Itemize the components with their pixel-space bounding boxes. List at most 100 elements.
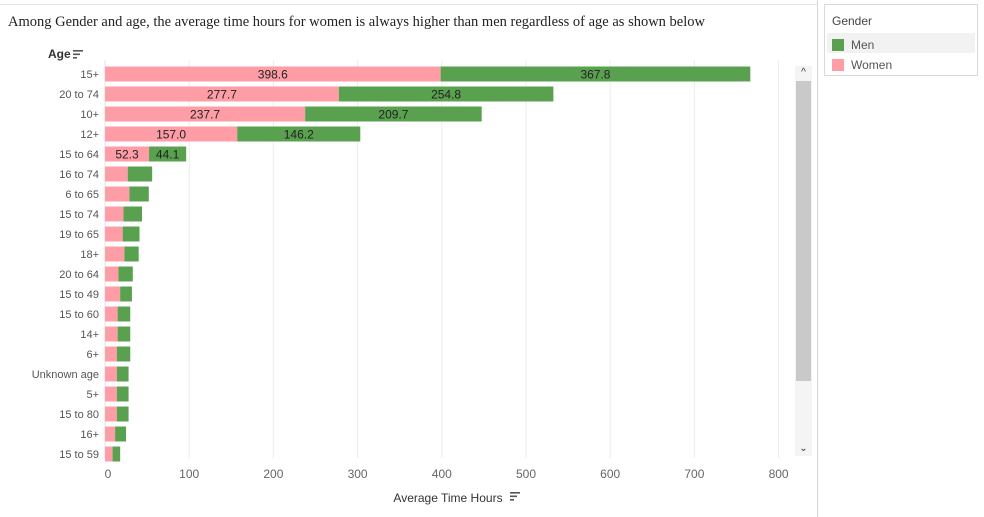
bar-men[interactable] — [129, 186, 149, 202]
y-category-label[interactable]: 6+ — [86, 349, 99, 361]
legend: Gender Men Women — [824, 4, 978, 76]
bar-women[interactable] — [105, 186, 130, 202]
bar-men[interactable] — [116, 406, 129, 422]
bar-women[interactable] — [105, 86, 339, 102]
chart-title: Among Gender and age, the average time h… — [8, 14, 705, 30]
legend-swatch-women — [832, 59, 844, 71]
y-category-label[interactable]: 15 to 74 — [59, 209, 99, 221]
bar-men[interactable] — [127, 166, 153, 182]
bar-women[interactable] — [105, 126, 238, 142]
bar-women[interactable] — [105, 366, 117, 382]
data-label-women: 277.7 — [207, 88, 237, 102]
y-category-label[interactable]: 6 to 65 — [65, 189, 99, 201]
data-label-women: 398.6 — [258, 68, 288, 82]
bar-men[interactable] — [123, 206, 143, 222]
y-category-label[interactable]: 20 to 74 — [59, 89, 99, 101]
x-tick-label: 800 — [769, 467, 789, 481]
bar-women[interactable] — [105, 306, 118, 322]
bar-women[interactable] — [105, 206, 124, 222]
bar-men[interactable] — [117, 306, 131, 322]
y-category-label[interactable]: 19 to 65 — [59, 229, 99, 241]
bar-men[interactable] — [440, 66, 751, 82]
data-label-women: 237.7 — [190, 108, 220, 122]
scroll-down-icon[interactable]: ⌄ — [799, 443, 808, 454]
y-category-label[interactable]: 15 to 49 — [59, 289, 99, 301]
bar-men[interactable] — [116, 346, 131, 362]
x-tick-label: 400 — [432, 467, 452, 481]
bar-women[interactable] — [105, 146, 150, 162]
legend-item-men[interactable]: Men — [832, 37, 874, 53]
bar-men[interactable] — [122, 226, 140, 242]
y-category-label[interactable]: Unknown age — [32, 369, 99, 381]
y-category-label[interactable]: 18+ — [80, 249, 99, 261]
bar-women[interactable] — [105, 66, 441, 82]
y-axis-header[interactable]: Age — [48, 47, 71, 61]
x-tick-label: 100 — [179, 467, 199, 481]
bar-women[interactable] — [105, 346, 117, 362]
bar-women[interactable] — [105, 406, 117, 422]
bar-women[interactable] — [105, 246, 125, 262]
data-label-men: 367.8 — [580, 68, 610, 82]
bar-women[interactable] — [105, 326, 118, 342]
legend-swatch-men — [832, 39, 844, 51]
x-tick-label: 0 — [105, 467, 112, 481]
legend-title: Gender — [832, 14, 873, 28]
x-tick-label: 200 — [263, 467, 283, 481]
bar-women[interactable] — [105, 106, 306, 122]
bar-women[interactable] — [105, 166, 128, 182]
bar-men[interactable] — [116, 366, 129, 382]
data-label-women: 52.3 — [115, 148, 139, 162]
bar-women[interactable] — [105, 266, 119, 282]
legend-hover-highlight — [827, 33, 975, 53]
data-label-men: 254.8 — [431, 88, 461, 102]
grid-lines — [104, 60, 780, 458]
panel-divider — [817, 0, 818, 517]
x-axis-title[interactable]: Average Time Hours — [393, 491, 502, 505]
bars: 398.6 367.8 277.7 254.8 237.7 209.7 157.0 146.2… — [105, 66, 751, 462]
legend-item-women[interactable]: Women — [832, 57, 892, 73]
x-tick-label: 300 — [348, 467, 368, 481]
top-border — [0, 4, 817, 5]
y-category-label[interactable]: 15 to 59 — [59, 449, 99, 461]
scrollbar-thumb[interactable] — [796, 81, 811, 381]
bar-women[interactable] — [105, 426, 116, 442]
bar-men[interactable] — [237, 126, 361, 142]
y-category-label[interactable]: 16+ — [80, 429, 99, 441]
x-tick-label: 700 — [684, 467, 704, 481]
y-category-label[interactable]: 15 to 64 — [59, 149, 99, 161]
y-category-label[interactable]: 15 to 80 — [59, 409, 99, 421]
bar-men[interactable] — [116, 386, 129, 402]
bar-men[interactable] — [149, 146, 187, 162]
scroll-up-icon[interactable]: ^ — [801, 67, 806, 78]
y-category-label[interactable]: 12+ — [80, 129, 99, 141]
bar-men[interactable] — [305, 106, 482, 122]
bar-women[interactable] — [105, 446, 113, 462]
bar-women[interactable] — [105, 226, 123, 242]
y-header-sort-icon[interactable] — [73, 50, 83, 59]
data-label-women: 157.0 — [156, 128, 186, 142]
bar-men[interactable] — [117, 326, 131, 342]
x-title-sort-icon[interactable] — [510, 492, 520, 501]
y-category-label[interactable]: 15+ — [80, 69, 99, 81]
data-label-men: 209.7 — [378, 108, 408, 122]
bar-chart: 398.6 367.8 277.7 254.8 237.7 209.7 157.0 146.2… — [32, 47, 789, 505]
bar-men[interactable] — [120, 286, 132, 302]
bar-women[interactable] — [105, 286, 121, 302]
bar-men[interactable] — [338, 86, 554, 102]
x-tick-label: 600 — [600, 467, 620, 481]
y-axis-labels: 15+ 20 to 74 10+ 12+ 15 to 64 16 to 74 6 to 65… — [32, 69, 99, 461]
bar-men[interactable] — [112, 446, 121, 462]
y-category-label[interactable]: 14+ — [80, 329, 99, 341]
bar-men[interactable] — [118, 266, 133, 282]
y-category-label[interactable]: 5+ — [86, 389, 99, 401]
y-category-label[interactable]: 15 to 60 — [59, 309, 99, 321]
bar-men[interactable] — [124, 246, 139, 262]
y-category-label[interactable]: 16 to 74 — [59, 169, 99, 181]
bar-men[interactable] — [115, 426, 127, 442]
data-label-men: 146.2 — [284, 128, 314, 142]
y-category-label[interactable]: 20 to 64 — [59, 269, 99, 281]
y-category-label[interactable]: 10+ — [80, 109, 99, 121]
x-tick-label: 500 — [516, 467, 536, 481]
bar-women[interactable] — [105, 386, 117, 402]
legend-label-men: Men — [851, 38, 875, 52]
